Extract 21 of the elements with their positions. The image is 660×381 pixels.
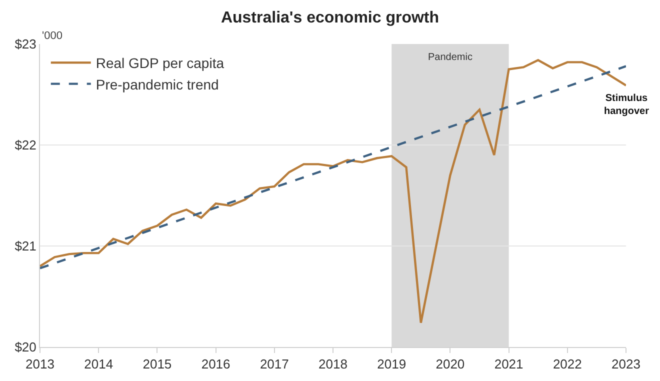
x-tick-label: 2023 (612, 356, 640, 372)
y-axis-title: '000 (42, 30, 62, 42)
x-tick-label: 2014 (84, 356, 114, 372)
x-tick-label: 2013 (26, 356, 54, 372)
x-tick-label: 2017 (260, 356, 289, 372)
legend-label: Pre-pandemic trend (96, 76, 219, 92)
x-tick-label: 2016 (201, 356, 230, 372)
y-tick-label: $20 (14, 340, 36, 355)
y-tick-label: $21 (14, 238, 36, 254)
x-tick-label: 2015 (142, 356, 172, 372)
annotation: Stimulus hangover (604, 93, 650, 117)
band-label: Pandemic (428, 52, 472, 63)
x-tick-label: 2019 (377, 356, 406, 372)
x-tick-label: 2021 (494, 356, 524, 372)
legend-label: Real GDP per capita (96, 55, 224, 72)
x-tick-label: 2022 (552, 356, 582, 372)
x-tick-label: 2018 (318, 356, 348, 372)
chart-title: Australia's economic growth (220, 10, 440, 27)
y-tick-label: $23 (14, 36, 36, 52)
x-tick-label: 2020 (436, 356, 465, 372)
y-tick-label: $22 (14, 138, 36, 153)
